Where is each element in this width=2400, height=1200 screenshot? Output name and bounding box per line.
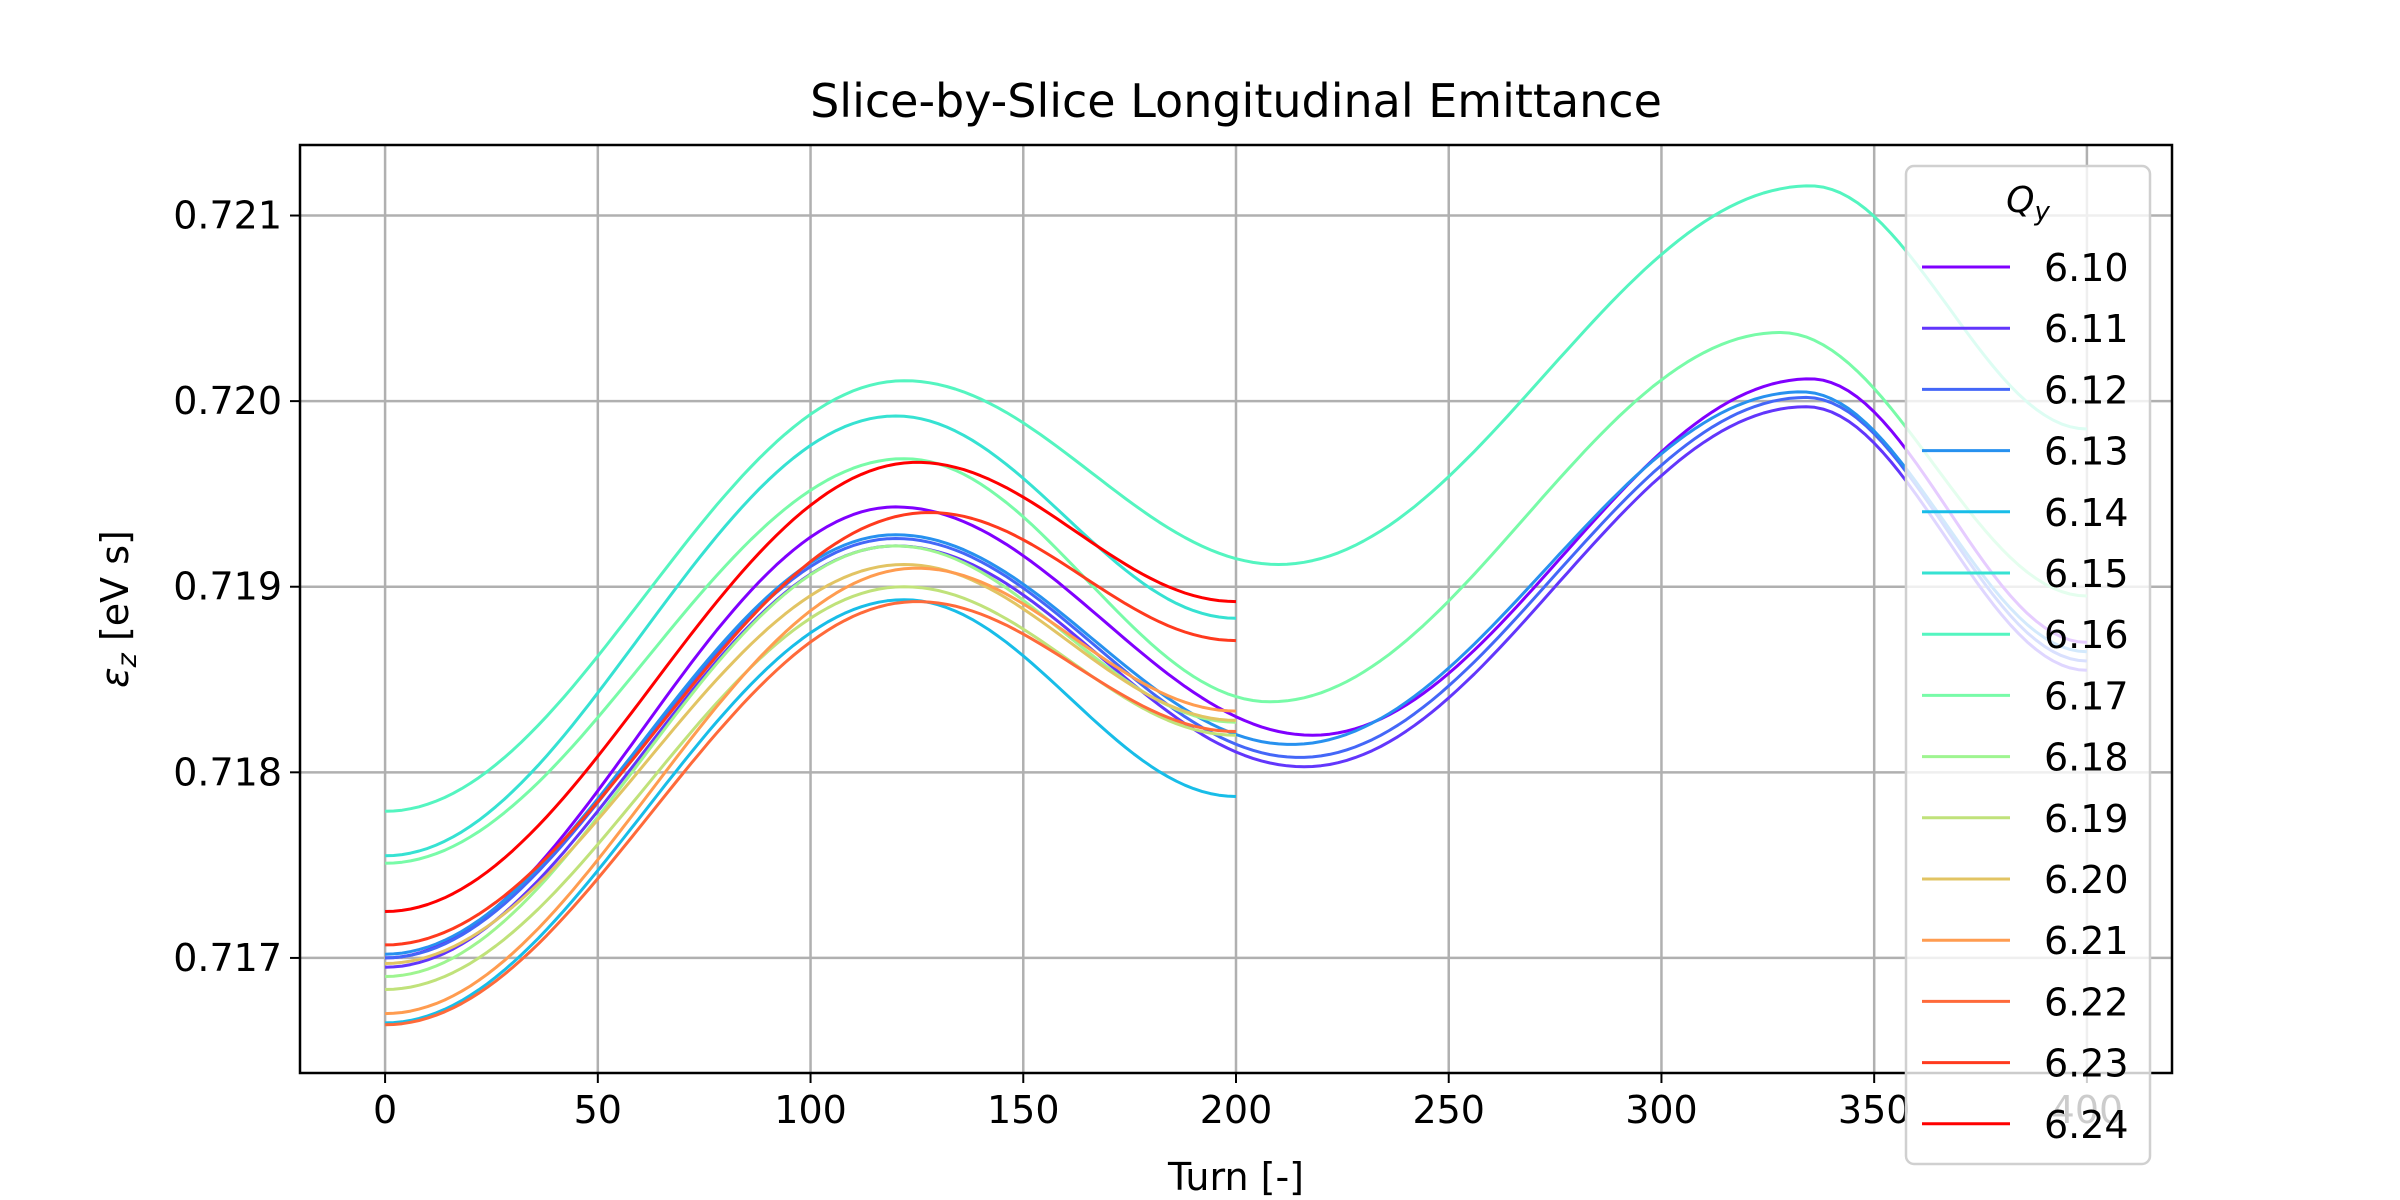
y-axis-label-symbol: ε	[93, 667, 137, 688]
legend-label: 6.13	[2044, 430, 2129, 474]
x-tick-label: 0	[373, 1088, 397, 1132]
legend-label: 6.19	[2044, 797, 2129, 841]
series-line-6-11	[385, 405, 2087, 969]
series-line-6-12	[385, 395, 2088, 960]
y-tick-label: 0.719	[173, 565, 282, 609]
y-axis-label-unit: [eV s]	[93, 530, 137, 653]
x-axis-label: Turn [-]	[1167, 1155, 1304, 1199]
x-tick-label: 250	[1412, 1088, 1485, 1132]
series-line-6-24	[385, 460, 1237, 913]
series-line-6-18	[385, 544, 1237, 978]
x-tick-label: 300	[1625, 1088, 1698, 1132]
x-axis-ticks: 050100150200250300350400	[373, 1073, 2123, 1132]
series-lines	[385, 184, 2088, 1027]
legend-title-subscript: y	[2033, 197, 2050, 227]
legend-label: 6.23	[2044, 1042, 2129, 1086]
legend-label: 6.20	[2044, 858, 2129, 902]
y-tick-label: 0.718	[173, 750, 282, 794]
series-line-6-20	[385, 563, 1237, 965]
chart-title: Slice-by-Slice Longitudinal Emittance	[810, 74, 1662, 128]
grid	[300, 145, 2172, 1073]
series-line-6-16	[385, 184, 2088, 813]
x-tick-label: 100	[774, 1088, 847, 1132]
x-tick-label: 350	[1838, 1088, 1911, 1132]
y-tick-label: 0.720	[173, 379, 282, 423]
series-line-6-17	[385, 331, 2087, 865]
legend-label: 6.22	[2044, 980, 2129, 1024]
legend-title-symbol: Q	[2006, 180, 2034, 221]
legend-box	[1904, 164, 2152, 1166]
x-tick-label: 200	[1200, 1088, 1273, 1132]
series-line-6-22	[385, 600, 1237, 1027]
series-line-6-10	[385, 377, 2088, 960]
legend-label: 6.11	[2044, 307, 2129, 351]
legend-label: 6.12	[2044, 368, 2129, 412]
series-line-6-23	[385, 511, 1237, 947]
y-axis-label: εz [eV s]	[93, 530, 143, 688]
y-axis-label-subscript: z	[112, 652, 143, 668]
x-tick-label: 150	[987, 1088, 1060, 1132]
legend-label: 6.24	[2044, 1103, 2129, 1147]
legend-label: 6.16	[2044, 613, 2129, 657]
legend-entries: 6.10 6.11 6.12 6.13 6.14 6.15 6.16 6.17 6.18 6.19…	[1922, 246, 2129, 1147]
legend-label: 6.18	[2044, 736, 2129, 780]
y-tick-label: 0.721	[173, 194, 282, 238]
legend-label: 6.15	[2044, 552, 2129, 596]
legend-label: 6.17	[2044, 674, 2129, 718]
legend: Qy 6.106.116.126.136.146.156.166.176.186…	[1904, 164, 2152, 1166]
y-tick-label: 0.717	[173, 936, 282, 980]
y-axis-ticks: 0.717 0.718 0.719 0.720 0.721	[173, 194, 300, 980]
series-line-6-14	[385, 598, 1237, 1025]
legend-title: Qy	[2006, 180, 2050, 227]
series-line-6-21	[385, 566, 1237, 1016]
legend-label: 6.21	[2044, 919, 2129, 963]
x-tick-label: 50	[574, 1088, 622, 1132]
legend-label: 6.10	[2044, 246, 2129, 290]
legend-label: 6.14	[2044, 491, 2129, 535]
